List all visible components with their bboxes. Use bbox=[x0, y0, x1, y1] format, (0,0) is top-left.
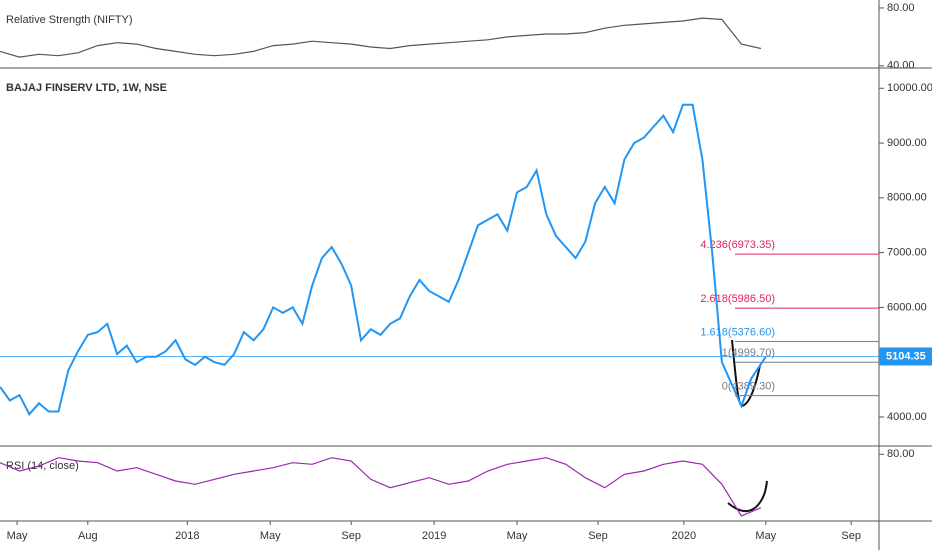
fib-level-label: 4.236(6973.35) bbox=[700, 239, 775, 251]
x-tick-label: May bbox=[507, 530, 528, 542]
last-price-box bbox=[879, 347, 932, 366]
last-price-label: 5104.35 bbox=[886, 350, 926, 362]
x-tick-label: May bbox=[755, 530, 776, 542]
pane-title: Relative Strength (NIFTY) bbox=[6, 14, 133, 26]
series-line bbox=[0, 457, 762, 517]
x-tick-label: Sep bbox=[588, 530, 608, 542]
x-tick-label: 2020 bbox=[672, 530, 696, 542]
y-tick-label: 80.00 bbox=[887, 2, 915, 14]
y-tick-label: 40.00 bbox=[887, 60, 915, 72]
x-tick-label: May bbox=[7, 530, 28, 542]
x-tick-label: Sep bbox=[841, 530, 861, 542]
y-tick-label: 6000.00 bbox=[887, 301, 927, 313]
x-tick-label: Aug bbox=[78, 530, 98, 542]
pane-title: BAJAJ FINSERV LTD, 1W, NSE bbox=[6, 82, 167, 94]
y-tick-label: 4000.00 bbox=[887, 411, 927, 423]
fib-level-label: 1.618(5376.60) bbox=[700, 326, 775, 338]
x-tick-label: 2019 bbox=[422, 530, 446, 542]
y-tick-label: 10000.00 bbox=[887, 82, 932, 94]
y-tick-label: 7000.00 bbox=[887, 247, 927, 259]
y-tick-label: 8000.00 bbox=[887, 192, 927, 204]
y-tick-label: 9000.00 bbox=[887, 137, 927, 149]
x-tick-label: 2018 bbox=[175, 530, 199, 542]
x-tick-label: May bbox=[260, 530, 281, 542]
pane-title: RSI (14, close) bbox=[6, 460, 79, 472]
series-line bbox=[0, 17, 762, 58]
fib-level-label: 2.618(5986.50) bbox=[700, 293, 775, 305]
fib-level-label: 1(4999.70) bbox=[722, 347, 775, 359]
x-tick-label: Sep bbox=[341, 530, 361, 542]
series-line bbox=[0, 103, 767, 416]
y-tick-label: 80.00 bbox=[887, 448, 915, 460]
